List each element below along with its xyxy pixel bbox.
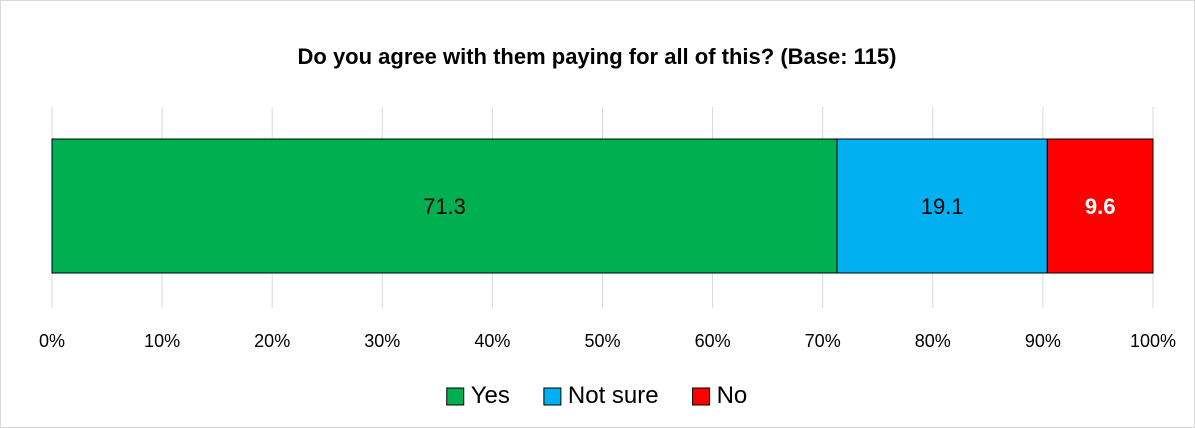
legend-swatch xyxy=(446,387,465,406)
legend-swatch xyxy=(543,387,562,406)
legend: Yes Not sure No xyxy=(446,382,748,409)
legend-label: Yes xyxy=(471,382,510,409)
legend-label: Not sure xyxy=(568,382,659,409)
x-tick-label: 90% xyxy=(1025,331,1061,351)
bar-segment-not-sure xyxy=(836,138,1048,274)
x-tick-label: 70% xyxy=(805,331,841,351)
x-tick-label: 20% xyxy=(254,331,290,351)
data-label: 9.6 xyxy=(1085,194,1116,219)
x-axis-ticks: 0% 10% 20% 30% 40% 50% 60% 70% 80% 90% 100% xyxy=(39,331,1176,351)
x-tick-label: 100% xyxy=(1130,331,1176,351)
x-tick-label: 50% xyxy=(584,331,620,351)
legend-item: Yes xyxy=(446,382,510,409)
x-tick-label: 40% xyxy=(474,331,510,351)
x-tick-label: 10% xyxy=(144,331,180,351)
legend-swatch xyxy=(692,387,711,406)
legend-label: No xyxy=(717,382,748,409)
legend-item: No xyxy=(692,382,748,409)
x-tick-label: 0% xyxy=(39,331,65,351)
data-label: 19.1 xyxy=(921,194,964,219)
legend-item: Not sure xyxy=(543,382,659,409)
x-tick-label: 80% xyxy=(915,331,951,351)
bar-segment-yes xyxy=(51,138,838,274)
chart-title: Do you agree with them paying for all of… xyxy=(298,44,897,69)
bar-segments xyxy=(51,138,1154,274)
data-labels: 71.3 19.1 9.6 xyxy=(423,194,1115,219)
data-label: 71.3 xyxy=(423,194,466,219)
x-tick-label: 60% xyxy=(695,331,731,351)
x-tick-label: 30% xyxy=(364,331,400,351)
bar-segment-no xyxy=(1046,138,1154,274)
